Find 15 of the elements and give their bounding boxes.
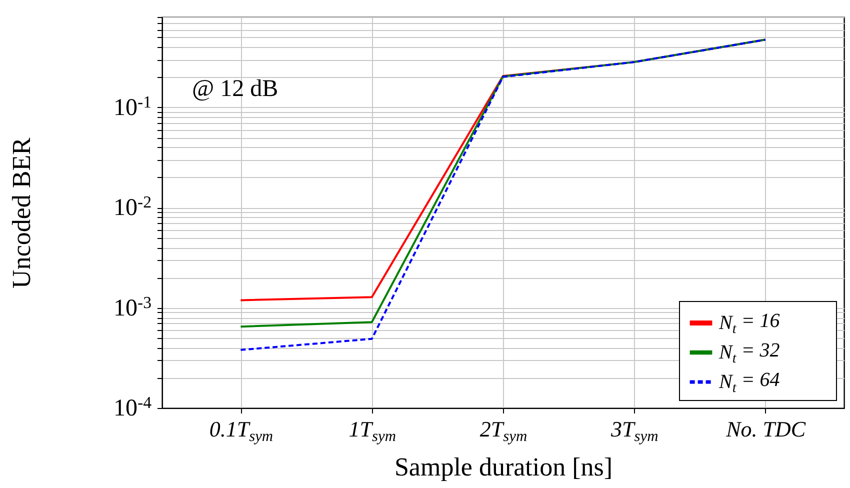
x-tick-label: No. TDC bbox=[725, 416, 806, 442]
y-tick-label: 10$^{-1}$ bbox=[114, 92, 152, 121]
x-tick-label: 2T$_{sym}$ bbox=[480, 416, 528, 446]
y-tick-label: 10$^{-4}$ bbox=[114, 392, 152, 422]
legend-label: N$_{t}$ = 16 bbox=[718, 310, 780, 338]
annotation: @ 12 dB bbox=[192, 76, 278, 102]
x-tick-label: 0.1T$_{sym}$ bbox=[209, 416, 274, 446]
x-axis-title: Sample duration [ns] bbox=[394, 452, 613, 482]
x-tick-label: 3T$_{sym}$ bbox=[610, 416, 658, 446]
legend-label: N$_{t}$ = 32 bbox=[718, 340, 780, 367]
y-tick-label: 10$^{-3}$ bbox=[114, 292, 152, 322]
x-tick-label: 1T$_{sym}$ bbox=[348, 416, 396, 446]
y-tick-label: 10$^{-2}$ bbox=[114, 192, 152, 222]
y-axis-title: Uncoded BER bbox=[7, 136, 36, 288]
legend-label: N$_{t}$ = 64 bbox=[718, 369, 780, 396]
